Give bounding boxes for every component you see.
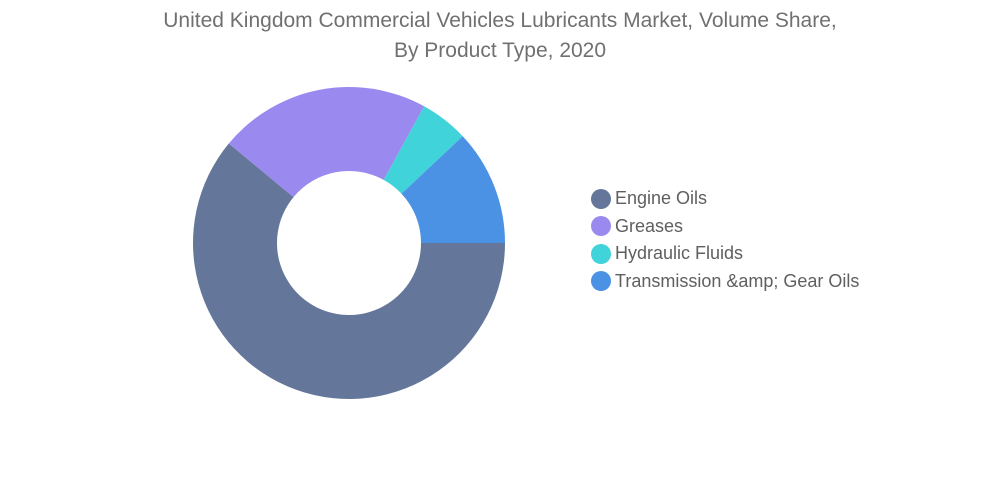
- legend-swatch-icon: [591, 188, 611, 209]
- chart-title-line-1: United Kingdom Commercial Vehicles Lubri…: [163, 9, 837, 32]
- chart-title-line-2: By Product Type, 2020: [393, 39, 607, 62]
- legend-item[interactable]: Greases: [591, 213, 859, 241]
- legend-label: Engine Oils: [615, 188, 708, 209]
- slice-hydraulic-fluids[interactable]: [383, 106, 463, 194]
- legend-item[interactable]: Engine Oils: [591, 185, 859, 213]
- legend-swatch-icon: [591, 271, 611, 292]
- slice-transmission-amp-gear-oils[interactable]: [401, 136, 505, 243]
- legend-swatch-icon: [591, 243, 611, 264]
- chart-title: United Kingdom Commercial Vehicles Lubri…: [0, 6, 1000, 66]
- slice-engine-oils[interactable]: [193, 143, 505, 399]
- slice-greases[interactable]: [228, 87, 425, 198]
- legend-label: Greases: [615, 215, 684, 236]
- legend-item[interactable]: Transmission &amp; Gear Oils: [591, 268, 859, 296]
- legend-label: Hydraulic Fluids: [615, 243, 744, 264]
- legend-swatch-icon: [591, 216, 611, 237]
- legend-item[interactable]: Hydraulic Fluids: [591, 240, 859, 268]
- legend-label: Transmission &amp; Gear Oils: [615, 270, 860, 291]
- chart-legend: Engine Oils Greases Hydraulic Fluids Transm…: [591, 185, 859, 295]
